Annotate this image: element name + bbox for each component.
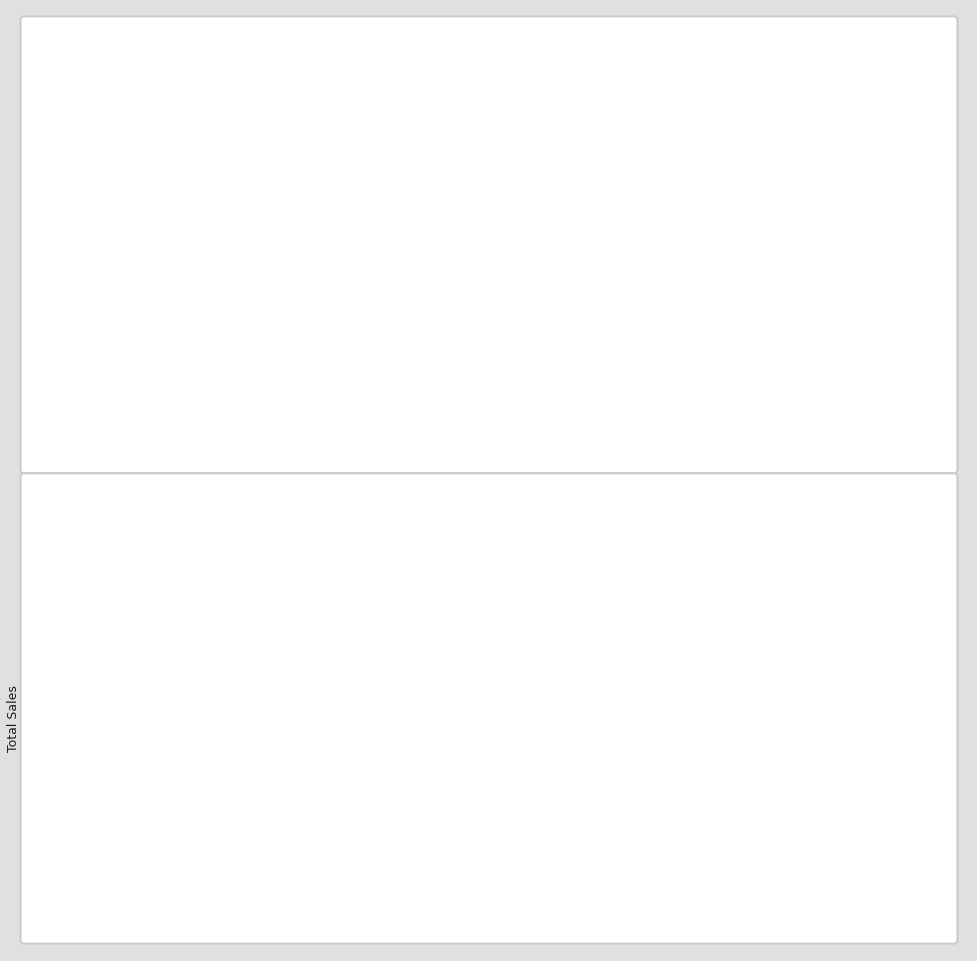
Circle shape	[887, 62, 932, 331]
FancyBboxPatch shape	[360, 485, 442, 520]
FancyBboxPatch shape	[403, 29, 484, 63]
Bar	[621, 623, 636, 649]
Bar	[621, 224, 636, 249]
Bar	[621, 655, 636, 680]
Text: Display: Display	[621, 109, 678, 123]
Bar	[621, 130, 636, 155]
Text: 5000: 5000	[632, 297, 667, 310]
Y-axis label: Total Sales: Total Sales	[41, 221, 55, 287]
Text: Stack 100%: Stack 100%	[657, 661, 739, 675]
Circle shape	[887, 459, 932, 736]
FancyBboxPatch shape	[488, 485, 569, 520]
Text: ▐▌: ▐▌	[900, 531, 919, 544]
Text: The limit is 20,000 data points: The limit is 20,000 data points	[621, 331, 780, 341]
Text: Edit chart: Edit chart	[621, 41, 716, 60]
Text: ×: ×	[840, 494, 854, 511]
Text: Ⓡ: Ⓡ	[906, 711, 913, 725]
Text: Total labels: Total labels	[657, 596, 735, 609]
Text: Fit to screen: Fit to screen	[657, 167, 742, 181]
FancyBboxPatch shape	[445, 29, 527, 63]
Circle shape	[887, 519, 932, 797]
Text: ⚙: ⚙	[904, 591, 915, 604]
Circle shape	[887, 120, 932, 389]
Text: Y-axis gridlines: Y-axis gridlines	[657, 230, 760, 243]
FancyBboxPatch shape	[531, 485, 612, 520]
Text: Number format: Number format	[621, 540, 747, 555]
Bar	[621, 590, 636, 615]
Text: ×: ×	[840, 37, 854, 55]
Text: i: i	[908, 652, 912, 664]
FancyBboxPatch shape	[616, 405, 866, 458]
Text: Showing all 85 data points: Showing all 85 data points	[36, 450, 184, 459]
FancyBboxPatch shape	[829, 27, 865, 63]
FancyBboxPatch shape	[829, 483, 865, 522]
Text: All labels: All labels	[657, 136, 719, 149]
Text: Total Sales by Quarter a...: Total Sales by Quarter a...	[39, 37, 303, 55]
Circle shape	[887, 399, 932, 677]
Circle shape	[887, 0, 932, 214]
Text: Max data points: Max data points	[621, 270, 733, 284]
Text: ⌃: ⌃	[850, 545, 863, 559]
Bar	[621, 161, 636, 186]
Text: ←  Total Sales: ← Total Sales	[621, 499, 747, 516]
Circle shape	[887, 579, 932, 856]
Text: Quarterly Date - Fiscal: Quarterly Date - Fiscal	[228, 918, 386, 931]
Text: X-axis gridlines: X-axis gridlines	[657, 198, 762, 212]
Text: ⚙: ⚙	[904, 132, 915, 144]
Text: Total Sales by Quarter a...: Total Sales by Quarter a...	[39, 494, 303, 511]
Text: Detail labels: Detail labels	[657, 628, 743, 643]
Text: Settings: Settings	[754, 77, 811, 91]
FancyBboxPatch shape	[360, 29, 442, 63]
Text: ▐▌: ▐▌	[900, 73, 919, 86]
FancyBboxPatch shape	[403, 485, 484, 520]
FancyBboxPatch shape	[318, 29, 399, 63]
FancyBboxPatch shape	[531, 29, 612, 63]
FancyBboxPatch shape	[488, 29, 569, 63]
Text: Ⓡ: Ⓡ	[906, 248, 913, 261]
Text: Configure: Configure	[625, 77, 693, 91]
Text: Stacked area chart: Stacked area chart	[663, 425, 820, 439]
Text: 100% stacked area chart: 100% stacked area chart	[639, 893, 844, 908]
Text: ↑: ↑	[384, 918, 395, 931]
Text: ↑: ↑	[384, 448, 395, 461]
FancyBboxPatch shape	[445, 485, 527, 520]
FancyBboxPatch shape	[618, 283, 864, 326]
Text: Showing all 85 data points: Showing all 85 data points	[36, 920, 184, 929]
FancyBboxPatch shape	[616, 873, 866, 928]
Text: Display: Display	[621, 573, 670, 585]
FancyBboxPatch shape	[318, 485, 399, 520]
Y-axis label: Total Sales: Total Sales	[7, 684, 21, 751]
Circle shape	[887, 3, 932, 273]
Text: i: i	[908, 189, 912, 203]
Bar	[621, 193, 636, 217]
Text: Quarterly Date - Fiscal: Quarterly Date - Fiscal	[228, 448, 386, 461]
